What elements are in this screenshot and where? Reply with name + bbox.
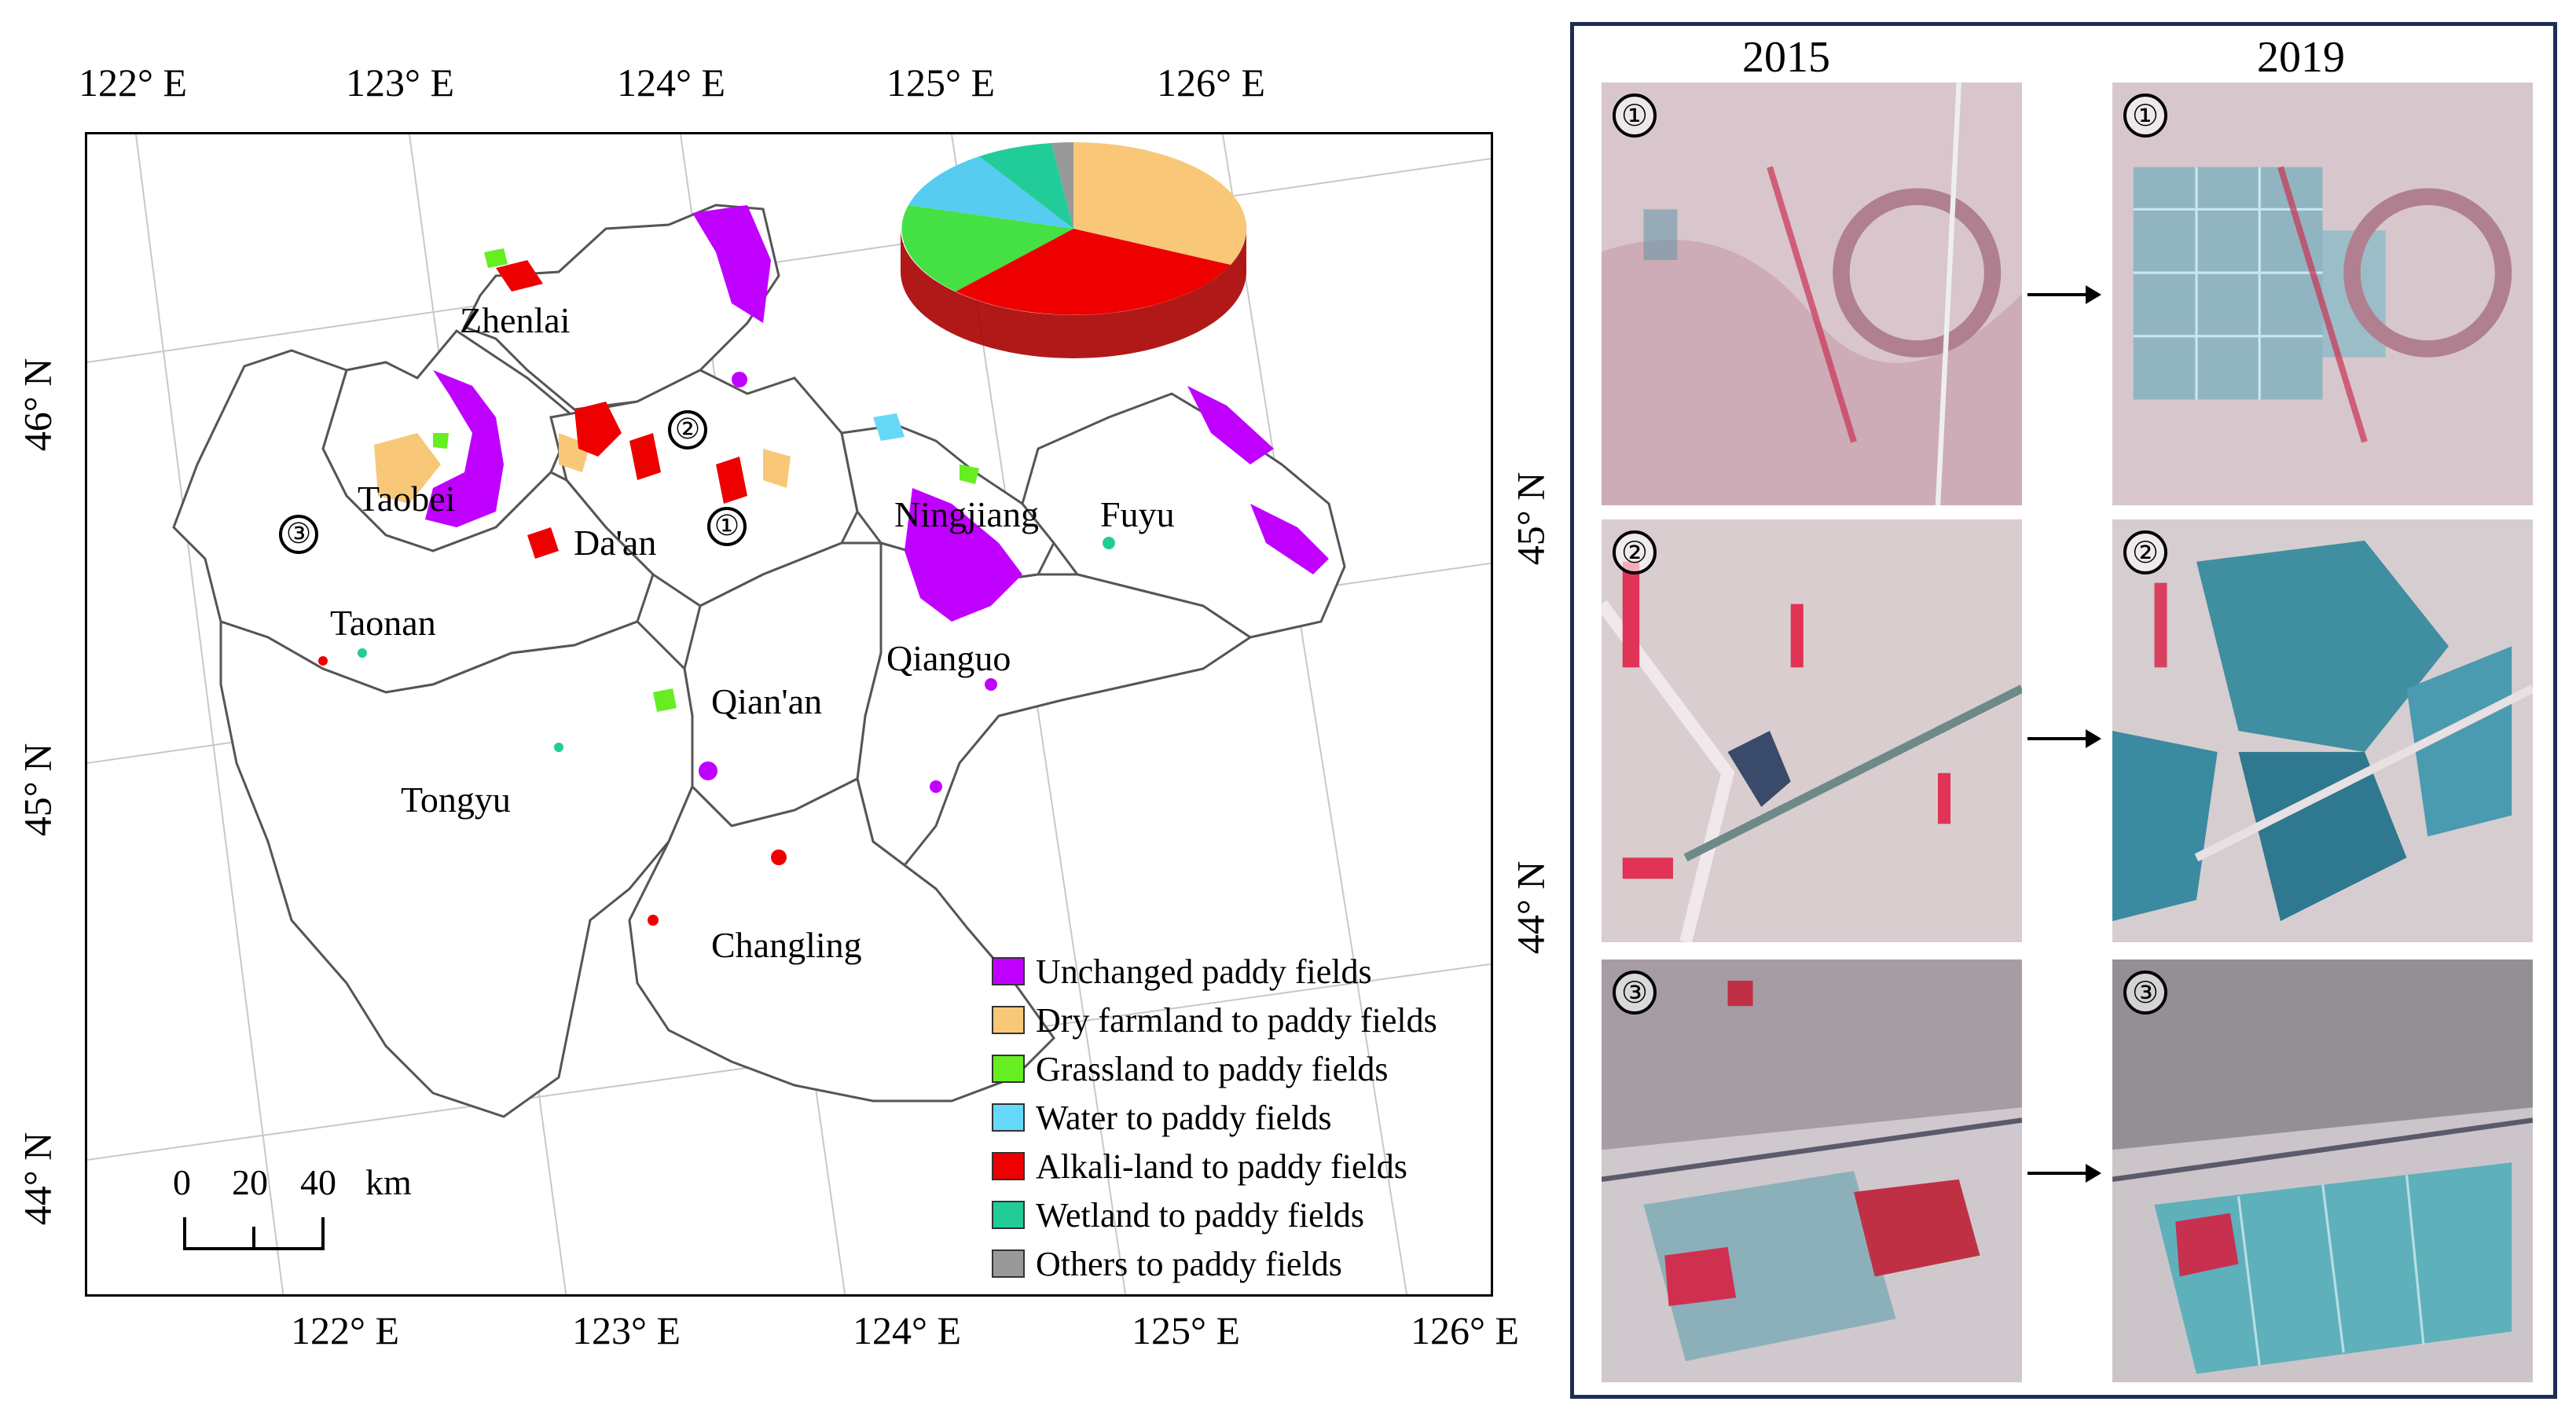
site-marker-3: ③ [279,515,318,554]
region-taonan [172,349,655,694]
region-label-changling: Changling [711,925,862,965]
top-lon-label: 124° E [617,61,726,105]
satellite-image-site2-2015: ② [1602,519,2022,942]
top-lon-label: 125° E [886,61,996,105]
top-lon-label: 126° E [1157,61,1266,105]
right-lat-label: 44° N [1508,860,1553,955]
image-comparison-panel: 2015 2019 ① ① [1570,22,2557,1399]
pie-slice-water [908,156,1073,229]
satellite-image-site1-2019: ① [2112,83,2533,505]
legend-label: Water to paddy fields [1036,1098,1332,1137]
site-badge-3: ③ [1613,971,1657,1015]
paddy-patches [318,205,1329,926]
year-header-2019: 2019 [2257,33,2345,82]
scale-unit: km [365,1162,412,1202]
bottom-lon-label: 124° E [853,1308,962,1352]
left-lat-label: 44° N [15,1132,60,1226]
satellite-image-site3-2019: ③ [2112,960,2533,1382]
legend-swatch [992,1055,1025,1083]
legend-item: Unchanged paddy fields [992,947,1495,996]
legend-swatch [992,1103,1025,1132]
site-marker-2: ② [668,410,707,449]
map-frame [85,132,1493,1297]
region-label-zhenlai: Zhenlai [460,300,571,340]
region-label-ningjiang: Ningjiang [894,494,1039,534]
region-changling [628,776,1055,1103]
legend-swatch [992,1201,1025,1229]
bottom-lon-label: 126° E [1411,1308,1520,1352]
legend-swatch [992,1249,1025,1278]
region-label-tongyu: Tongyu [401,780,511,820]
top-lon-label: 122° E [79,61,188,105]
change-arrow [2027,285,2101,304]
county-boundaries [172,204,1346,1118]
legend-label: Others to paddy fields [1036,1244,1342,1283]
site-badge-3: ③ [2123,971,2167,1015]
scale-tick-40: 40 [300,1162,336,1202]
legend-item: Alkali-land to paddy fields [992,1142,1495,1191]
scale-tick-20: 20 [232,1162,268,1202]
pie-chart [901,141,1247,358]
left-lat-label: 45° N [15,743,60,837]
map-legend: Unchanged paddy fields Dry farmland to p… [992,947,1495,1288]
scale-bar-lines [183,1217,325,1250]
satellite-image-site1-2015: ① [1602,83,2022,505]
satellite-image-site3-2015: ③ [1602,960,2022,1382]
study-area-map: 122° E 123° E 124° E 125° E 126° E 122° … [15,61,1552,1352]
left-lat-label: 46° N [15,358,60,452]
legend-swatch [992,1006,1025,1034]
site-badge-1: ① [1613,94,1657,138]
site-badge-2: ② [1613,530,1657,574]
legend-label: Dry farmland to paddy fields [1036,1000,1437,1040]
region-label-daan: Da'an [574,523,657,563]
pie-slice-grass [901,205,1073,292]
pie-slice-wetland [979,143,1073,229]
map-canvas [87,134,1491,1294]
legend-label: Alkali-land to paddy fields [1036,1147,1407,1186]
top-lon-label: 123° E [346,61,455,105]
legend-item: Dry farmland to paddy fields [992,996,1495,1044]
scale-tick-0: 0 [173,1162,191,1202]
pie-slice-other [1051,142,1073,229]
scale-bar: 0 20 40 km [173,1161,412,1271]
site-badge-1: ① [2123,94,2167,138]
region-label-taonan: Taonan [330,603,436,643]
satellite-image-site2-2019: ② [2112,519,2533,942]
bottom-lon-label: 122° E [291,1308,400,1352]
site-badge-2: ② [2123,530,2167,574]
bottom-lon-label: 123° E [572,1308,681,1352]
pie-slice-alkali [956,229,1231,315]
region-tongyu [219,619,694,1118]
year-header-2015: 2015 [1742,33,1830,82]
region-label-fuyu: Fuyu [1100,494,1175,534]
region-label-taobei: Taobei [358,479,456,519]
region-label-qianguo: Qianguo [886,638,1011,678]
legend-item: Grassland to paddy fields [992,1044,1495,1093]
region-label-qianan: Qian'an [711,681,823,721]
legend-label: Grassland to paddy fields [1036,1049,1389,1088]
legend-swatch [992,1152,1025,1180]
change-arrow [2027,729,2101,748]
pie-slice-dry [1073,141,1247,265]
legend-label: Wetland to paddy fields [1036,1195,1365,1235]
legend-item: Water to paddy fields [992,1093,1495,1142]
legend-swatch [992,957,1025,985]
bottom-lon-label: 125° E [1132,1308,1241,1352]
legend-label: Unchanged paddy fields [1036,952,1372,991]
legend-item: Wetland to paddy fields [992,1191,1495,1239]
site-marker-1: ① [707,507,747,546]
legend-item: Others to paddy fields [992,1239,1495,1288]
change-arrow [2027,1164,2101,1183]
right-lat-label: 45° N [1508,471,1553,566]
